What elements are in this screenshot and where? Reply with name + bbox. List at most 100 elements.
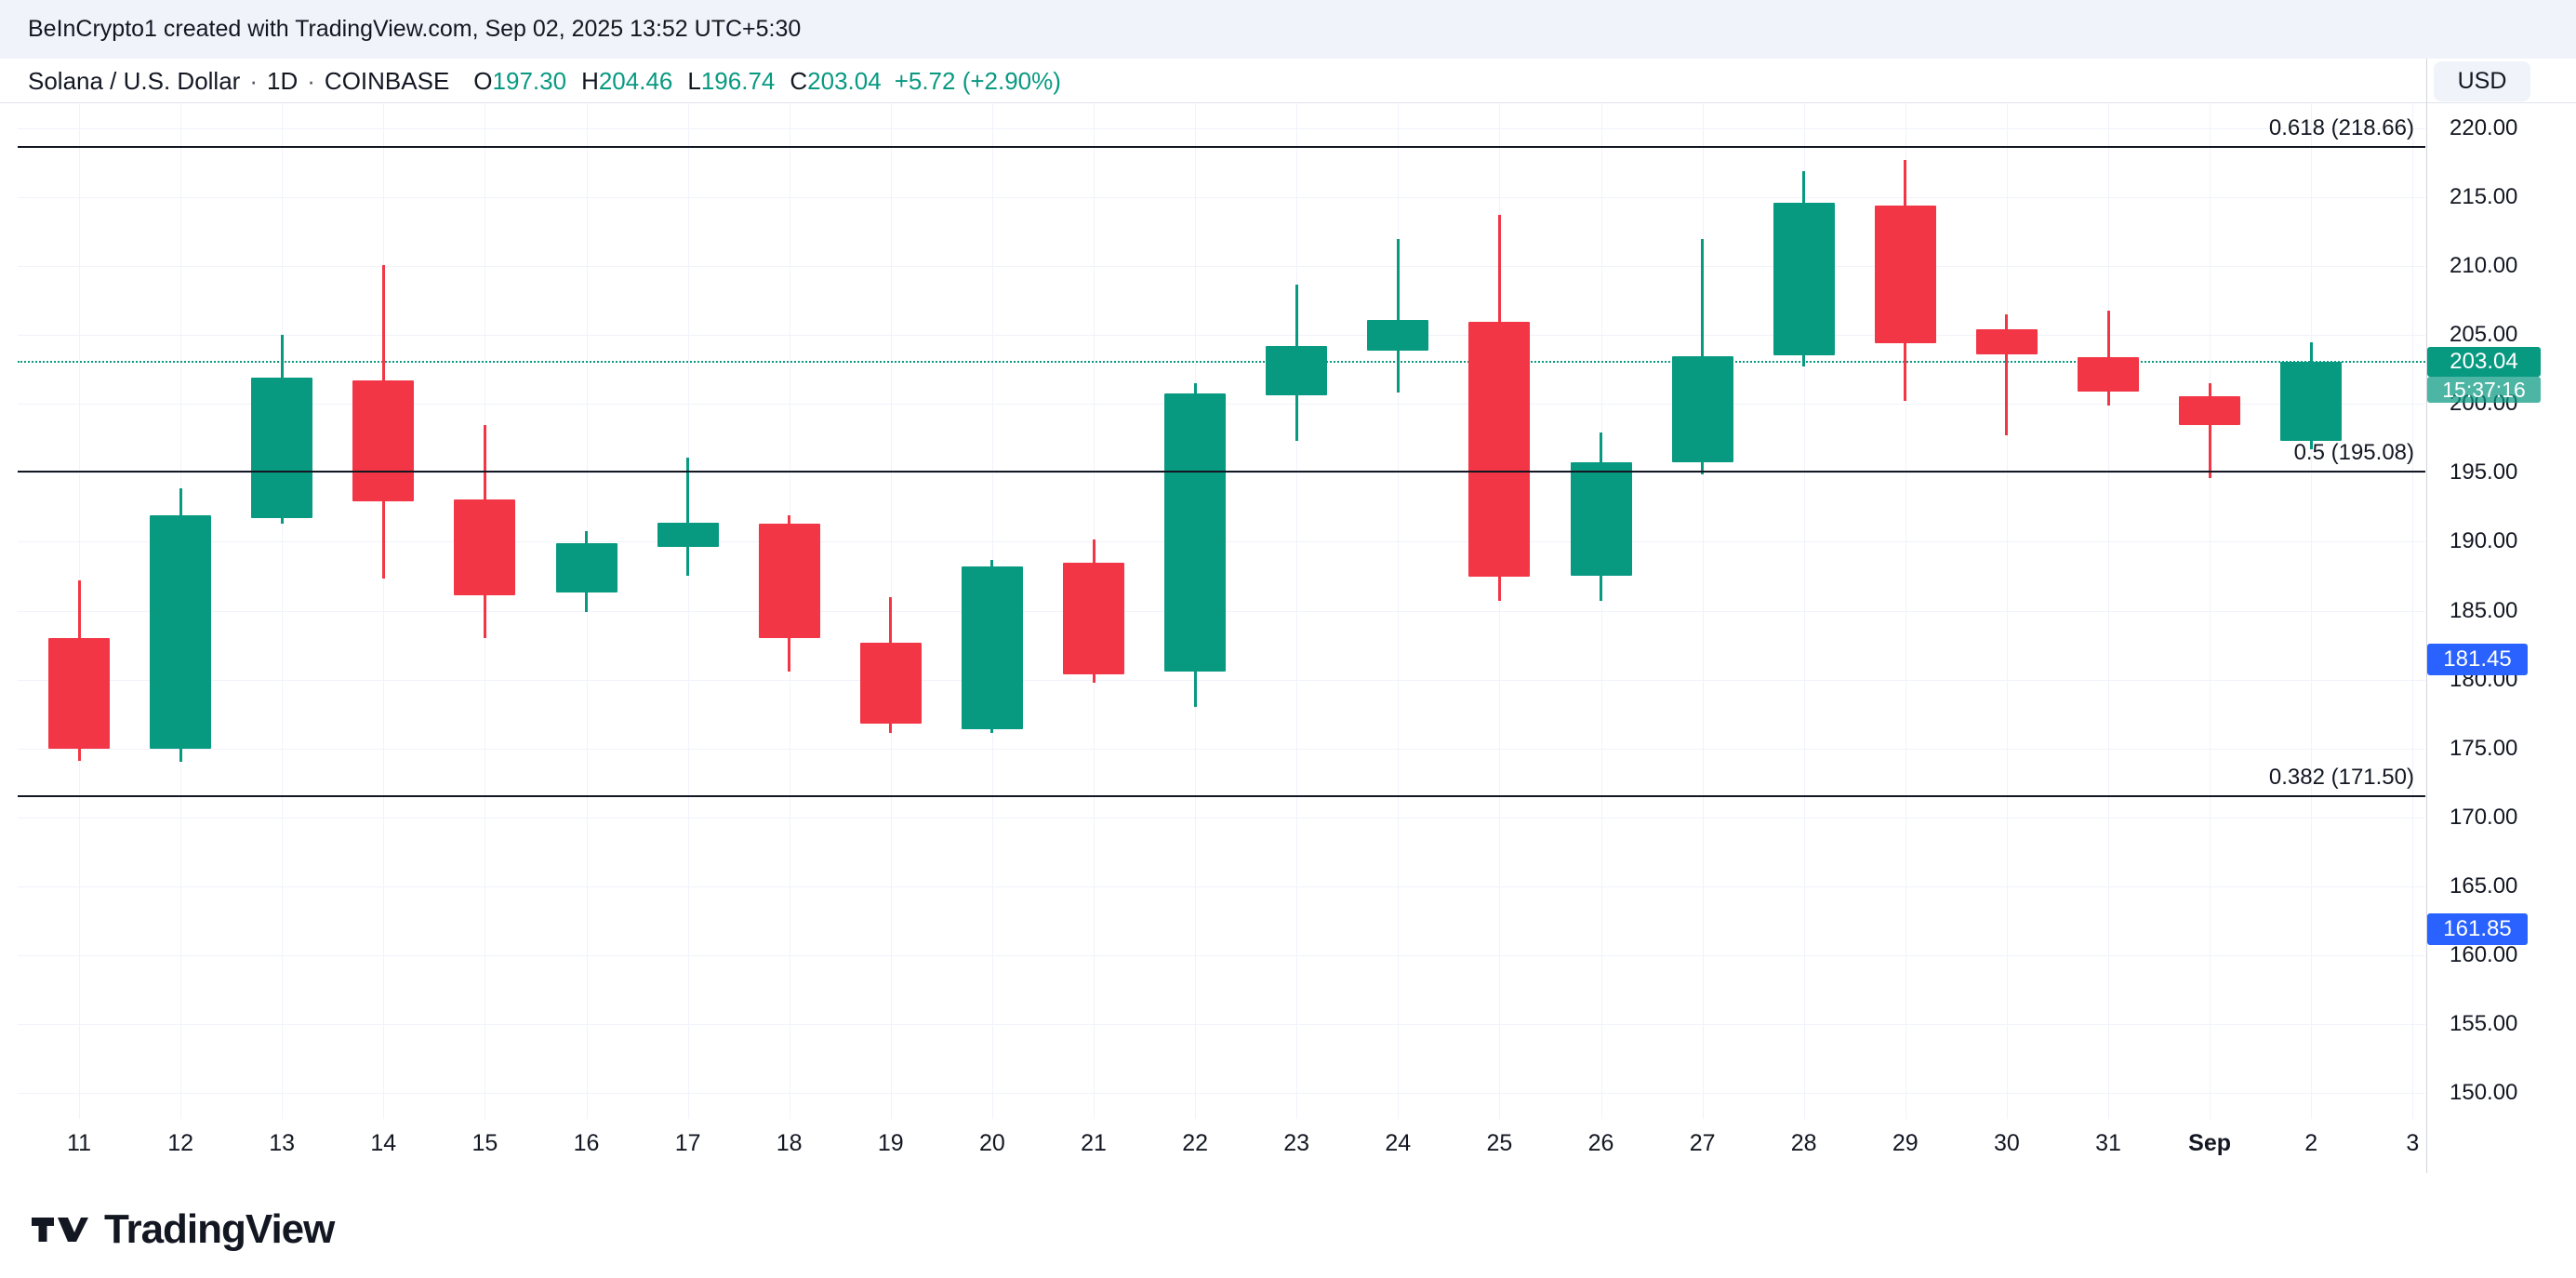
grid-line-vertical xyxy=(1702,102,1704,1119)
candle-body xyxy=(1570,461,1632,577)
candle-body xyxy=(2179,395,2241,425)
candle-body xyxy=(961,566,1023,729)
grid-line-vertical xyxy=(687,102,689,1119)
price-axis-label: 175.00 xyxy=(2450,735,2518,761)
time-axis-label: 30 xyxy=(1993,1130,2020,1156)
time-axis-label: 16 xyxy=(573,1130,600,1156)
time-axis-label: 31 xyxy=(2095,1130,2121,1156)
fib-line[interactable] xyxy=(18,146,2425,148)
time-axis-label: 20 xyxy=(978,1130,1005,1156)
tradingview-logo-icon[interactable] xyxy=(30,1206,89,1253)
attribution-text: BeInCrypto1 created with TradingView.com… xyxy=(28,16,802,42)
time-axis-label: 15 xyxy=(471,1130,498,1156)
price-alert-label[interactable]: 161.85 xyxy=(2427,913,2528,946)
candle-body xyxy=(1773,203,1835,356)
time-axis-label: 24 xyxy=(1385,1130,1412,1156)
price-axis-label: 210.00 xyxy=(2450,253,2518,279)
candle-body xyxy=(2280,362,2343,442)
candle-body xyxy=(859,642,922,724)
time-axis-label: 22 xyxy=(1182,1130,1208,1156)
fib-line[interactable] xyxy=(18,471,2425,473)
candle-body xyxy=(251,378,313,519)
high-label: H xyxy=(581,66,599,95)
open-readout: O197.30 xyxy=(473,67,566,96)
candle-body xyxy=(2078,357,2139,392)
currency-usd-label: USD xyxy=(2457,68,2507,94)
time-axis-label: 26 xyxy=(1587,1130,1614,1156)
high-readout: H204.46 xyxy=(581,67,672,96)
time-axis-label: 25 xyxy=(1486,1130,1513,1156)
time-axis-label: 13 xyxy=(269,1130,296,1156)
time-axis-label: 19 xyxy=(877,1130,904,1156)
price-axis-label: 165.00 xyxy=(2450,872,2518,899)
grid-line-horizontal xyxy=(18,817,2425,819)
fib-line[interactable] xyxy=(18,795,2425,798)
grid-line-horizontal xyxy=(18,197,2425,199)
grid-line-vertical xyxy=(383,102,385,1119)
time-axis-label: 3 xyxy=(2406,1130,2420,1156)
open-value: 197.30 xyxy=(492,66,567,95)
close-readout: C203.04 xyxy=(790,67,881,96)
time-axis-label: Sep xyxy=(2188,1130,2232,1156)
candle-body xyxy=(1266,346,1328,396)
price-axis-label: 205.00 xyxy=(2450,322,2518,348)
fib-level-label: 0.382 (171.50) xyxy=(2268,765,2414,791)
time-axis-label: 21 xyxy=(1081,1130,1107,1156)
grid-line-horizontal xyxy=(18,128,2425,130)
chart-legend: Solana / U.S. Dollar · 1D · COINBASE O19… xyxy=(0,59,1061,103)
price-alert-label[interactable]: 181.45 xyxy=(2427,644,2528,676)
price-axis-label: 215.00 xyxy=(2450,184,2518,210)
candle-body xyxy=(150,515,212,749)
candle-body xyxy=(1164,393,1227,672)
header-divider xyxy=(0,102,2576,103)
grid-line-horizontal xyxy=(18,1092,2425,1094)
price-axis-label: 150.00 xyxy=(2450,1079,2518,1105)
candle-wick xyxy=(1396,238,1400,393)
grid-line-vertical xyxy=(1600,102,1602,1119)
high-value: 204.46 xyxy=(598,66,673,95)
price-axis-label: 155.00 xyxy=(2450,1010,2518,1036)
candle-body xyxy=(48,638,110,749)
candle-body xyxy=(454,499,516,596)
time-axis-label: 2 xyxy=(2304,1130,2318,1156)
footer-bar: TradingView xyxy=(0,1180,2576,1278)
fib-level-label: 0.618 (218.66) xyxy=(2268,115,2414,140)
price-change: +5.72 (+2.90%) xyxy=(894,66,1061,95)
grid-line-vertical xyxy=(2108,102,2109,1119)
currency-usd-button[interactable]: USD xyxy=(2434,61,2530,101)
price-axis-label: 190.00 xyxy=(2450,528,2518,554)
candle-wick xyxy=(2005,314,2009,436)
price-axis-label: 170.00 xyxy=(2450,804,2518,830)
candle-body xyxy=(352,380,415,502)
symbol-title[interactable]: Solana / U.S. Dollar xyxy=(28,66,241,95)
current-price-line xyxy=(18,361,2425,364)
grid-line-vertical xyxy=(1499,102,1501,1119)
timeframe-label[interactable]: 1D xyxy=(267,66,299,95)
grid-line-vertical xyxy=(1803,102,1805,1119)
time-axis-label: 29 xyxy=(1892,1130,1919,1156)
time-axis-label: 14 xyxy=(370,1130,397,1156)
close-label: C xyxy=(790,66,808,95)
time-axis-label: 18 xyxy=(776,1130,803,1156)
grid-line-vertical xyxy=(282,102,284,1119)
time-axis-label: 28 xyxy=(1790,1130,1817,1156)
candle-body xyxy=(1063,562,1124,674)
time-axis-label: 11 xyxy=(67,1130,91,1156)
tradingview-wordmark[interactable]: TradingView xyxy=(104,1205,335,1252)
grid-line-vertical xyxy=(2006,102,2008,1119)
legend-separator: · xyxy=(307,66,315,95)
exchange-label: COINBASE xyxy=(324,66,450,95)
grid-line-vertical xyxy=(1296,102,1298,1119)
price-axis-divider xyxy=(2426,59,2427,1173)
ohlc-readout: O197.30 H204.46 L196.74 C203.04 xyxy=(473,67,881,96)
grid-line-vertical xyxy=(1398,102,1400,1119)
candle-wick xyxy=(2208,383,2211,479)
grid-line-horizontal xyxy=(18,885,2425,887)
legend-separator: · xyxy=(249,66,258,95)
candle-wick xyxy=(686,458,690,577)
